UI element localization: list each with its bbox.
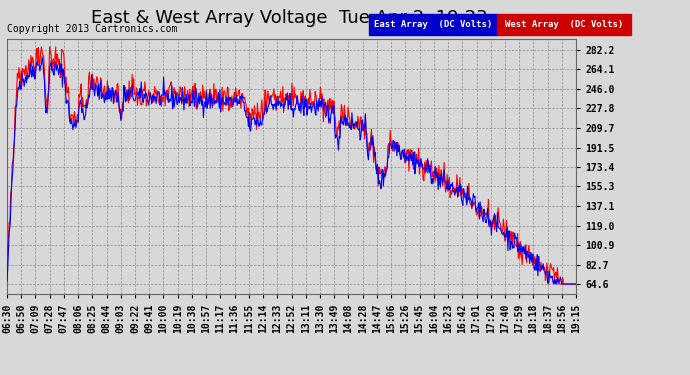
Text: East Array  (DC Volts): East Array (DC Volts) bbox=[374, 20, 492, 29]
Text: West Array  (DC Volts): West Array (DC Volts) bbox=[505, 20, 623, 29]
Text: Copyright 2013 Cartronics.com: Copyright 2013 Cartronics.com bbox=[7, 24, 177, 34]
Text: East & West Array Voltage  Tue Apr 2  19:23: East & West Array Voltage Tue Apr 2 19:2… bbox=[91, 9, 489, 27]
